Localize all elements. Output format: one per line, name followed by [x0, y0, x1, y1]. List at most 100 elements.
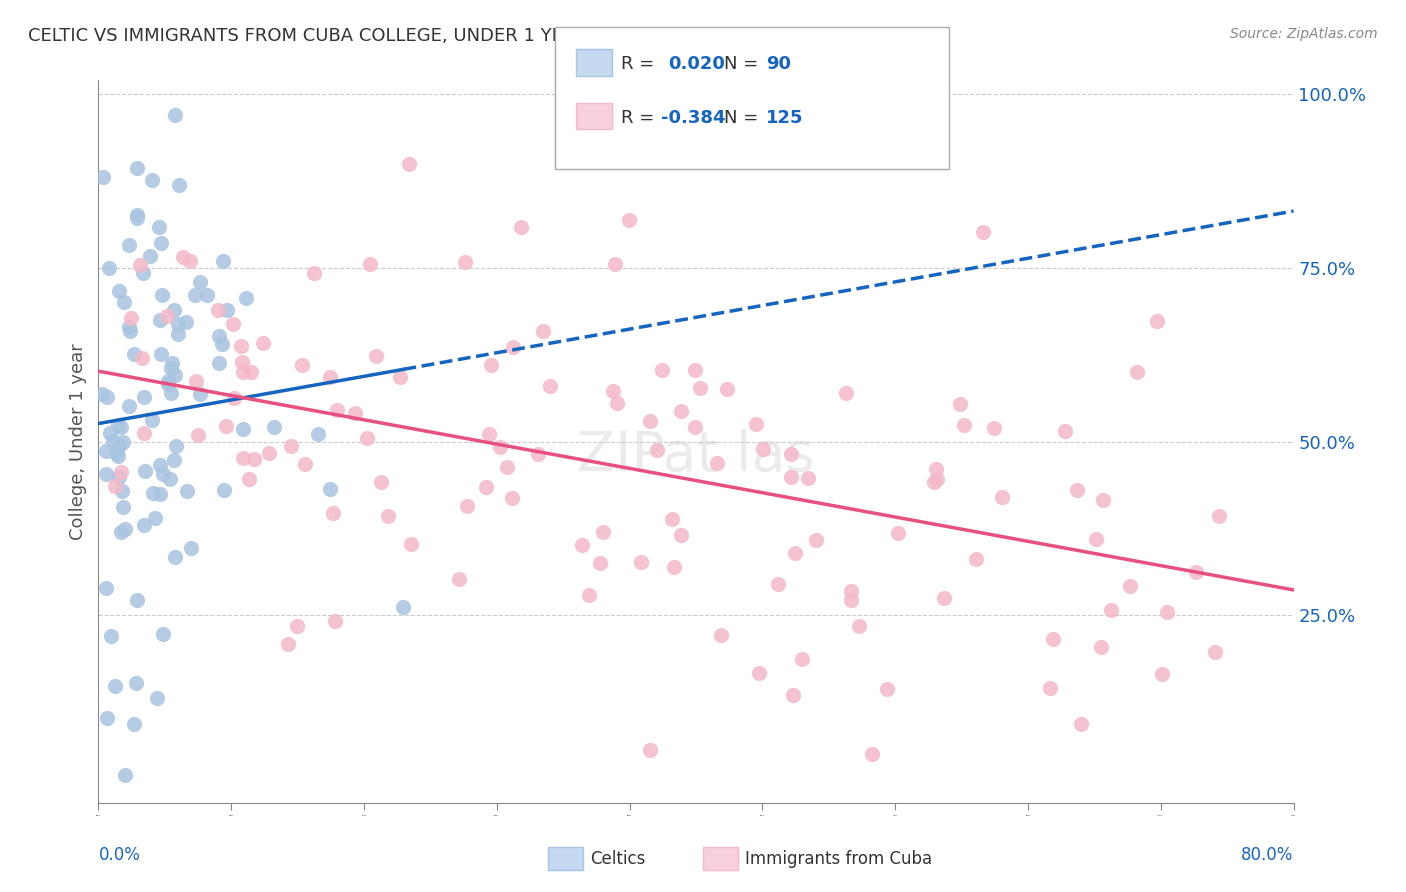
Point — [972, 225, 994, 239]
Point — [214, 419, 236, 434]
Point — [291, 358, 314, 372]
Point — [149, 487, 172, 501]
Point — [110, 524, 132, 539]
Point — [343, 406, 366, 420]
Point — [683, 420, 706, 434]
Point — [922, 475, 945, 489]
Point — [531, 324, 554, 338]
Point — [510, 219, 533, 234]
Point — [184, 374, 207, 388]
Point — [127, 211, 149, 225]
Point — [488, 440, 510, 454]
Point — [174, 315, 197, 329]
Point — [322, 507, 344, 521]
Point — [876, 681, 898, 696]
Text: Immigrants from Cuba: Immigrants from Cuba — [745, 850, 932, 868]
Point — [835, 386, 858, 401]
Point — [1152, 666, 1174, 681]
Point — [983, 420, 1005, 434]
Point — [839, 593, 862, 607]
Point — [163, 549, 186, 564]
Point — [100, 629, 122, 643]
Point — [117, 238, 139, 252]
Point — [231, 339, 253, 353]
Point — [263, 419, 285, 434]
Point — [188, 386, 211, 401]
Point — [152, 627, 174, 641]
Text: N =: N = — [724, 109, 758, 127]
Point — [145, 691, 167, 706]
Point — [91, 387, 114, 401]
Point — [211, 336, 233, 351]
Point — [195, 287, 218, 301]
Text: N =: N = — [724, 55, 758, 73]
Point — [1053, 424, 1076, 438]
Point — [392, 600, 415, 615]
Point — [101, 434, 124, 449]
Text: Source: ZipAtlas.com: Source: ZipAtlas.com — [1230, 27, 1378, 41]
Point — [706, 456, 728, 470]
Point — [752, 442, 775, 456]
Point — [112, 295, 135, 310]
Text: R =: R = — [621, 55, 655, 73]
Point — [277, 637, 299, 651]
Text: 80.0%: 80.0% — [1241, 847, 1294, 864]
Point — [806, 533, 828, 547]
Point — [965, 551, 987, 566]
Point — [143, 510, 166, 524]
Point — [252, 335, 274, 350]
Point — [454, 255, 477, 269]
Point — [1125, 365, 1147, 379]
Point — [156, 377, 179, 392]
Point — [1085, 532, 1108, 546]
Point — [124, 717, 146, 731]
Point — [215, 302, 238, 317]
Point — [221, 317, 243, 331]
Point — [240, 365, 263, 379]
Point — [94, 443, 117, 458]
Point — [990, 490, 1012, 504]
Point — [208, 356, 231, 370]
Point — [120, 310, 142, 325]
Text: -0.384: -0.384 — [661, 109, 725, 127]
Point — [159, 472, 181, 486]
Point — [118, 399, 141, 413]
Point — [785, 546, 807, 560]
Point — [238, 472, 260, 486]
Point — [139, 249, 162, 263]
Point — [710, 628, 733, 642]
Point — [167, 317, 190, 331]
Point — [934, 591, 956, 605]
Point — [124, 675, 146, 690]
Point — [163, 303, 186, 318]
Point — [96, 467, 118, 482]
Point — [125, 161, 148, 175]
Point — [176, 483, 198, 498]
Point — [664, 560, 686, 574]
Point — [359, 257, 381, 271]
Point — [294, 457, 316, 471]
Point — [1092, 493, 1115, 508]
Point — [952, 417, 974, 432]
Point — [782, 688, 804, 702]
Point — [107, 440, 129, 454]
Point — [134, 426, 156, 441]
Point — [208, 329, 231, 343]
Point — [638, 743, 661, 757]
Point — [188, 275, 211, 289]
Point — [790, 651, 813, 665]
Point — [780, 470, 803, 484]
Point — [111, 500, 134, 514]
Point — [98, 426, 121, 441]
Point — [630, 555, 652, 569]
Point — [318, 483, 340, 497]
Point — [156, 375, 179, 389]
Point — [132, 266, 155, 280]
Point — [364, 350, 387, 364]
Point — [318, 369, 340, 384]
Point — [797, 471, 820, 485]
Point — [124, 347, 146, 361]
Point — [501, 491, 523, 505]
Point — [163, 368, 186, 382]
Point — [1039, 681, 1062, 695]
